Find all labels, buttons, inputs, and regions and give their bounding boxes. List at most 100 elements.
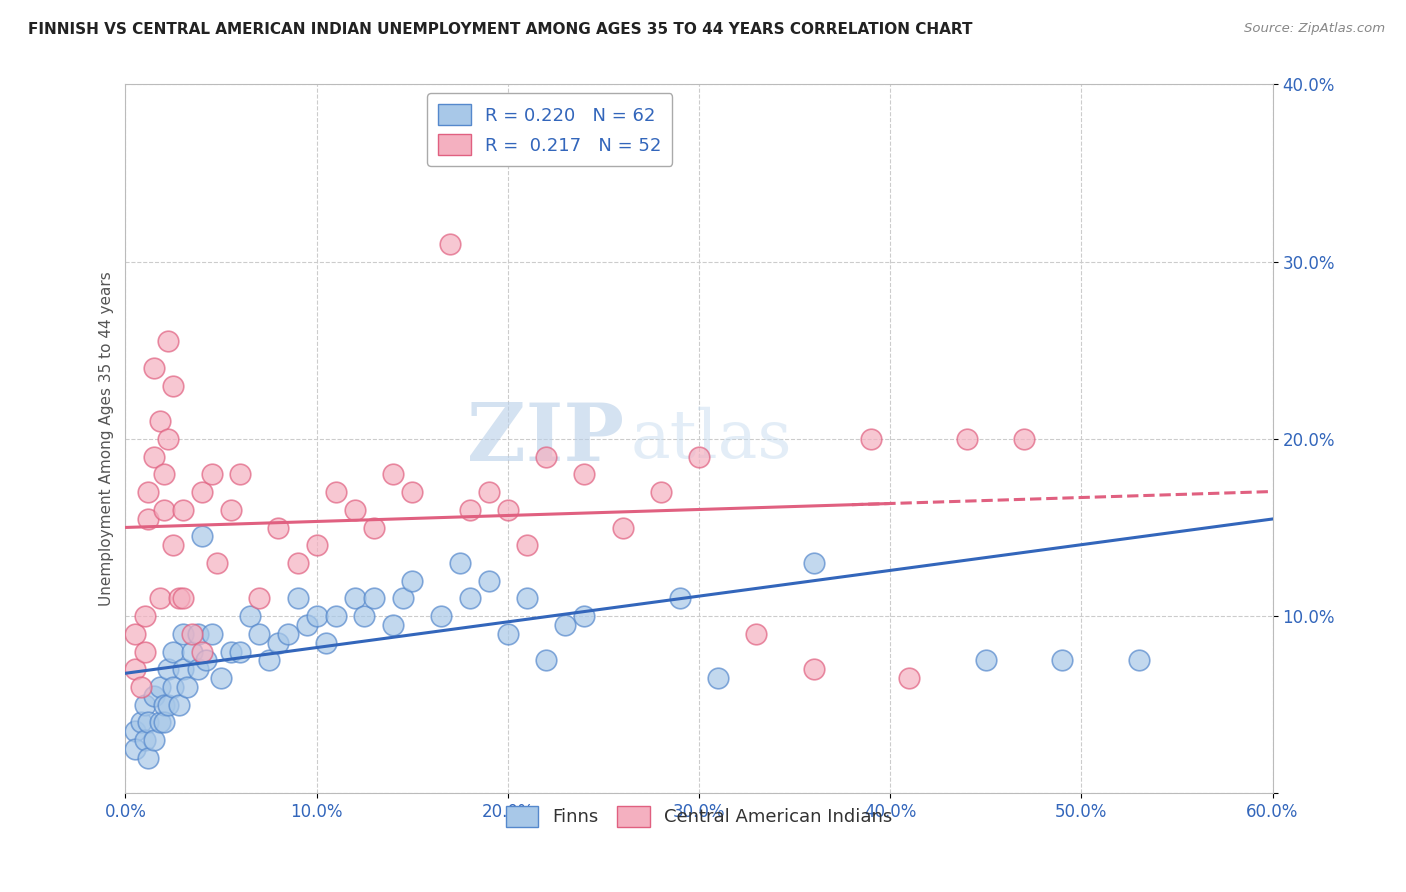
Point [143,689,166,703]
Point [219,644,242,658]
Text: ZIP: ZIP [467,400,624,478]
Point [162,644,184,658]
Point [650,485,672,500]
Point [574,609,596,624]
Legend: Finns, Central American Indians: Finns, Central American Indians [499,798,900,834]
Point [167,698,190,712]
Point [458,503,481,517]
Point [149,414,172,428]
Point [612,520,634,534]
Point [391,591,413,606]
Point [172,662,194,676]
Point [129,680,152,694]
Point [200,467,222,482]
Point [496,627,519,641]
Point [124,724,146,739]
Point [707,671,730,685]
Point [534,450,557,464]
Point [363,520,385,534]
Point [267,636,290,650]
Point [152,698,174,712]
Point [124,662,146,676]
Point [219,503,242,517]
Point [257,653,280,667]
Point [152,715,174,730]
Point [478,574,501,588]
Point [343,503,366,517]
Point [239,609,262,624]
Point [134,644,156,658]
Text: atlas: atlas [630,406,792,472]
Point [650,148,672,162]
Point [478,485,501,500]
Point [207,556,229,570]
Point [124,742,146,756]
Point [1012,432,1035,446]
Point [134,733,156,747]
Point [516,538,538,552]
Point [247,627,270,641]
Point [353,609,375,624]
Point [149,680,172,694]
Point [496,503,519,517]
Point [554,618,576,632]
Point [172,627,194,641]
Point [138,485,160,500]
Point [363,591,385,606]
Point [325,609,347,624]
Point [287,556,309,570]
Point [343,591,366,606]
Point [898,671,921,685]
Point [194,653,217,667]
Point [181,644,204,658]
Point [1128,653,1150,667]
Point [803,662,825,676]
Point [860,432,883,446]
Point [295,618,318,632]
Text: Source: ZipAtlas.com: Source: ZipAtlas.com [1244,22,1385,36]
Point [191,644,214,658]
Point [129,715,152,730]
Point [305,538,328,552]
Point [162,378,184,392]
Point [401,485,423,500]
Point [267,520,290,534]
Point [176,680,198,694]
Point [149,715,172,730]
Point [156,334,179,349]
Point [134,698,156,712]
Point [167,591,190,606]
Point [209,671,232,685]
Point [187,627,209,641]
Point [449,556,471,570]
Point [191,529,214,543]
Point [138,715,160,730]
Point [382,618,405,632]
Point [162,538,184,552]
Point [574,467,596,482]
Point [156,432,179,446]
Y-axis label: Unemployment Among Ages 35 to 44 years: Unemployment Among Ages 35 to 44 years [100,271,114,607]
Point [138,511,160,525]
Point [516,591,538,606]
Point [439,236,461,251]
Point [191,485,214,500]
Point [974,653,997,667]
Point [143,733,166,747]
Point [143,450,166,464]
Point [430,609,453,624]
Point [181,627,204,641]
Point [956,432,979,446]
Point [315,636,337,650]
Point [143,361,166,376]
Point [156,698,179,712]
Point [382,467,405,482]
Point [1052,653,1074,667]
Point [152,467,174,482]
Point [187,662,209,676]
Point [688,450,710,464]
Point [325,485,347,500]
Point [200,627,222,641]
Point [277,627,299,641]
Point [401,574,423,588]
